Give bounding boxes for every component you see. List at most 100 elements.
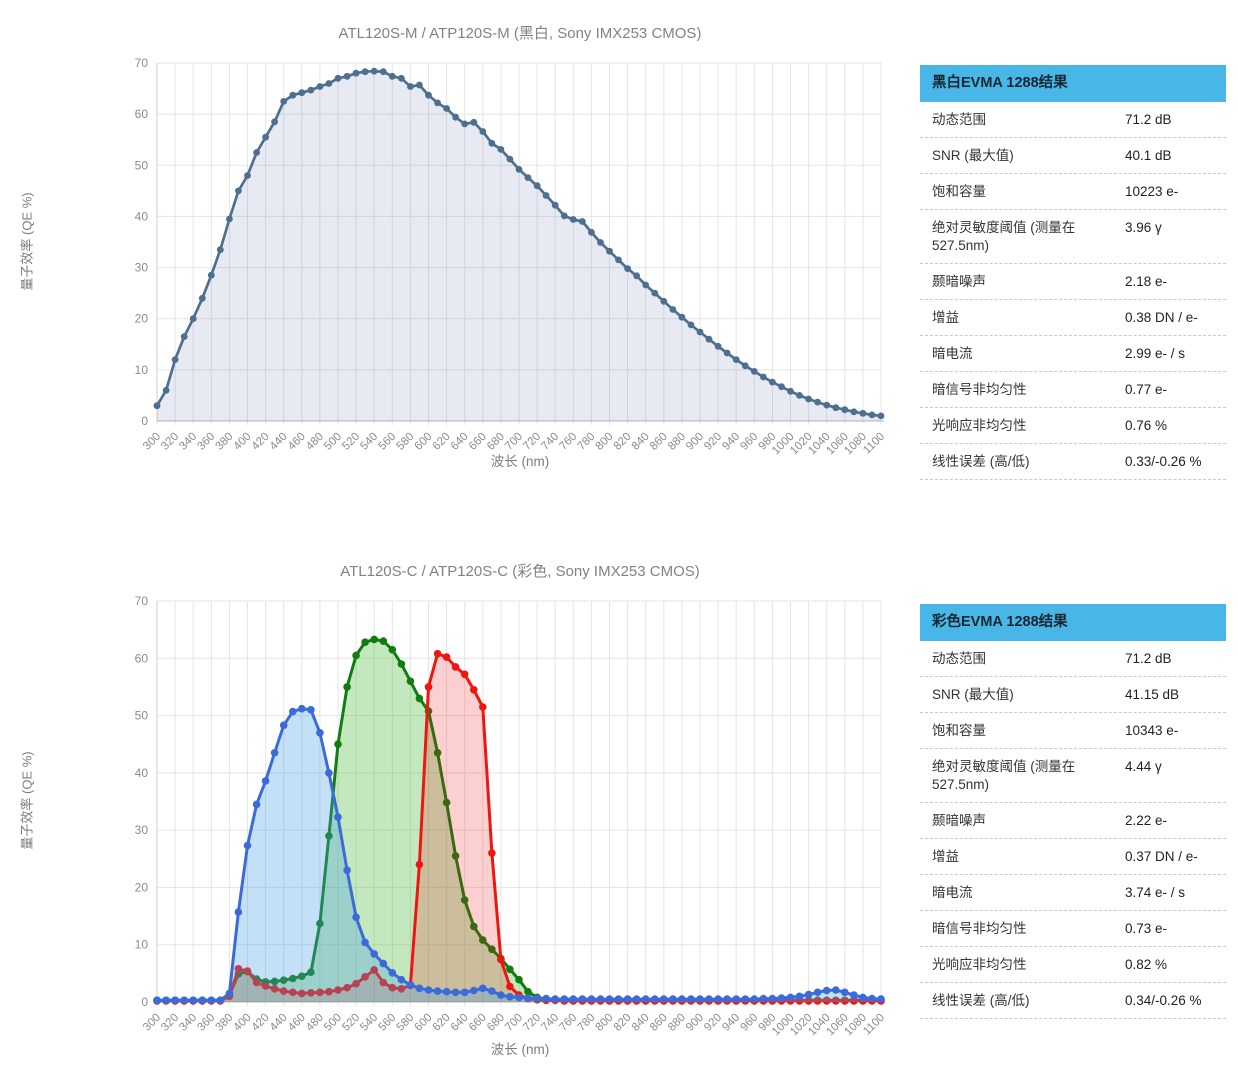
data-point: [813, 997, 822, 1005]
row-value: 0.73 e-: [1125, 921, 1168, 936]
row-label: 饱和容量: [932, 723, 986, 738]
table-row: 增益 0.37 DN / e-: [920, 839, 1226, 875]
row-value: 71.2 dB: [1125, 112, 1172, 127]
row-value: 71.2 dB: [1125, 651, 1172, 666]
svg-text:40: 40: [135, 766, 149, 780]
data-point: [497, 991, 505, 999]
grid: [156, 600, 882, 1006]
data-point: [859, 409, 867, 417]
data-point: [343, 683, 351, 691]
data-point: [216, 246, 224, 254]
data-point: [641, 995, 650, 1003]
data-point: [460, 670, 469, 679]
table-row: 暗信号非均匀性 0.73 e-: [920, 911, 1226, 947]
data-point: [479, 984, 487, 993]
data-point: [470, 922, 478, 931]
data-point: [488, 849, 496, 857]
svg-text:400: 400: [232, 1012, 254, 1034]
data-point: [415, 984, 424, 993]
data-point: [252, 978, 261, 987]
data-point: [442, 987, 451, 996]
table-row: 光响应非均匀性 0.82 %: [920, 947, 1226, 983]
row-value: 0.34/-0.26 %: [1125, 993, 1202, 1008]
svg-text:20: 20: [135, 312, 149, 326]
x-tick-labels: 3003203403603804004204404604805005205405…: [141, 1012, 887, 1039]
data-point: [451, 988, 460, 997]
svg-text:60: 60: [135, 651, 149, 665]
data-point: [651, 995, 659, 1003]
data-point: [243, 967, 252, 975]
data-point: [687, 995, 695, 1003]
data-point: [497, 146, 505, 153]
data-point: [814, 398, 821, 406]
data-point: [433, 987, 442, 995]
svg-text:320: 320: [159, 1012, 181, 1034]
data-point: [741, 995, 750, 1003]
table-row: 暗信号非均匀性 0.77 e-: [920, 372, 1226, 408]
data-point: [361, 938, 369, 947]
data-point: [424, 986, 433, 994]
data-point: [524, 174, 532, 182]
data-point: [352, 69, 360, 77]
data-point: [234, 908, 243, 916]
data-point: [171, 996, 179, 1005]
data-point: [479, 936, 487, 944]
table-row: 光响应非均匀性 0.76 %: [920, 408, 1226, 444]
data-point: [424, 683, 433, 691]
color-results-table: 彩色EVMA 1288结果 动态范围 71.2 dB SNR (最大值) 41.15 …: [920, 604, 1226, 1019]
data-point: [153, 996, 161, 1005]
row-value: 10223 e-: [1125, 184, 1179, 199]
table-row: 饱和容量 10223 e-: [920, 174, 1226, 210]
data-point: [696, 328, 704, 336]
data-point: [822, 997, 831, 1005]
data-point: [298, 972, 306, 980]
row-label: 线性误差 (高/低): [932, 993, 1030, 1008]
data-point: [868, 994, 876, 1003]
data-point: [569, 216, 577, 223]
data-point: [207, 996, 216, 1005]
data-point: [397, 975, 406, 984]
data-point: [379, 959, 388, 968]
data-point: [289, 91, 297, 99]
data-point: [786, 993, 795, 1002]
data-point: [506, 993, 514, 1001]
data-point: [406, 981, 415, 989]
row-label: SNR (最大值): [932, 687, 1014, 702]
data-point: [316, 729, 324, 737]
data-point: [416, 81, 423, 89]
data-point: [307, 86, 315, 94]
data-point: [252, 800, 261, 809]
data-point: [551, 201, 559, 209]
data-point: [451, 852, 460, 860]
data-point: [279, 976, 288, 984]
svg-text:10: 10: [135, 363, 149, 377]
data-point: [352, 979, 360, 988]
data-point: [261, 982, 270, 990]
data-point: [370, 635, 379, 644]
data-point: [451, 663, 460, 671]
data-point: [470, 986, 478, 995]
data-point: [524, 994, 532, 1002]
svg-text:1100: 1100: [861, 1012, 887, 1038]
data-point: [506, 155, 514, 163]
svg-text:600: 600: [413, 1012, 435, 1034]
row-label: 线性误差 (高/低): [932, 454, 1030, 469]
mono-qe-chart: 0102030405060703003203403603804004204404…: [135, 56, 887, 457]
data-point: [334, 813, 342, 821]
data-point: [198, 996, 207, 1005]
data-point: [171, 356, 179, 363]
data-point: [859, 993, 867, 1002]
svg-text:70: 70: [135, 594, 149, 608]
data-point: [795, 992, 804, 1001]
svg-text:40: 40: [135, 209, 149, 223]
data-point: [470, 118, 478, 126]
data-point: [696, 995, 704, 1003]
data-point: [361, 973, 369, 981]
row-value: 0.76 %: [1125, 418, 1168, 433]
table-row: 饱和容量 10343 e-: [920, 713, 1226, 749]
row-value: 0.77 e-: [1125, 382, 1168, 397]
svg-text:10: 10: [135, 938, 149, 952]
data-point: [832, 404, 840, 412]
svg-text:840: 840: [630, 1012, 652, 1034]
